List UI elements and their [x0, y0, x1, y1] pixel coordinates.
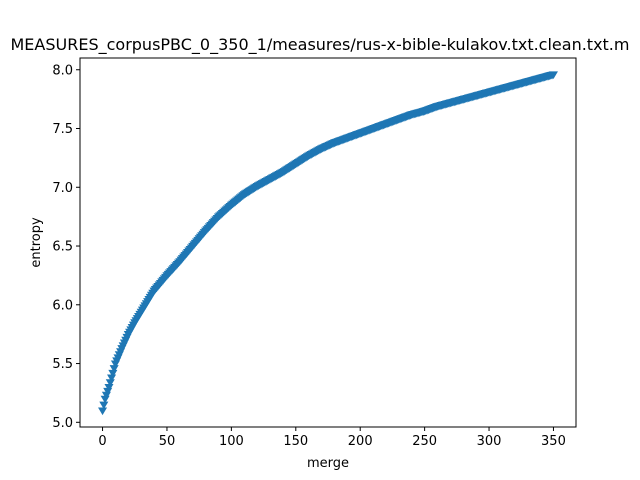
x-axis-label: merge	[307, 456, 349, 471]
y-tick-label-3: 6.5	[52, 240, 73, 255]
chart-title: MEASURES_corpusPBC_0_350_1/measures/rus-…	[11, 35, 630, 55]
x-tick-label-5: 250	[412, 434, 437, 449]
x-tick-label-1: 50	[159, 434, 176, 449]
plot-frame	[79, 57, 577, 428]
y-tick-label-0: 5.0	[52, 416, 73, 431]
x-tick-label-7: 350	[541, 434, 566, 449]
x-tick-label-4: 200	[348, 434, 373, 449]
plot-marks	[98, 71, 558, 416]
x-tick-label-6: 300	[477, 434, 502, 449]
data-point-0	[98, 407, 108, 416]
x-tick-label-2: 100	[219, 434, 244, 449]
y-axis: 5.0 5.5 6.0 6.5 7.0 7.5 8.0	[52, 63, 80, 431]
y-tick-label-1: 5.5	[52, 357, 73, 372]
y-tick-label-4: 7.0	[52, 181, 73, 196]
x-tick-label-0: 0	[98, 434, 106, 449]
x-tick-label-3: 150	[283, 434, 308, 449]
y-axis-label: entropy	[29, 217, 44, 268]
y-tick-label-6: 8.0	[52, 63, 73, 78]
x-axis: 0 50 100 150 200 250 300 350	[98, 427, 566, 449]
data-point-1	[99, 401, 109, 410]
y-tick-label-2: 6.0	[52, 298, 73, 313]
y-tick-label-5: 7.5	[52, 122, 73, 137]
data-point-350	[548, 71, 558, 80]
